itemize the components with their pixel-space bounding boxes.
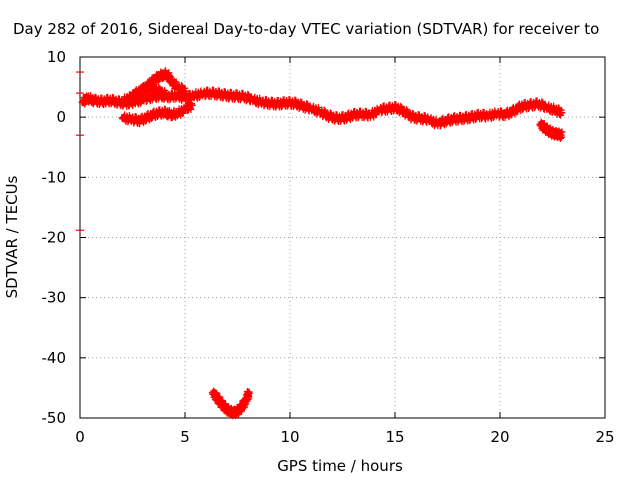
data-point xyxy=(557,109,565,117)
y-tick-label: -40 xyxy=(42,349,67,367)
data-points xyxy=(76,67,566,420)
x-tick-label: 5 xyxy=(180,428,190,446)
x-tick-label: 15 xyxy=(385,428,404,446)
data-point xyxy=(190,87,206,102)
series-start-ticks xyxy=(76,71,84,231)
x-tick-label: 20 xyxy=(490,428,509,446)
data-point xyxy=(244,389,252,397)
y-tick-label: -20 xyxy=(42,229,67,247)
axis-ticks: 0 5 10 15 20 25 -50 -40 -30 -20 -10 0 10 xyxy=(42,48,615,446)
data-point xyxy=(557,131,565,139)
series-second-arc xyxy=(118,81,169,107)
y-tick-label: -10 xyxy=(42,168,67,186)
data-point xyxy=(136,81,152,98)
series-main-band xyxy=(78,86,566,130)
data-point xyxy=(181,87,189,95)
data-point xyxy=(350,107,366,122)
series-late-tail xyxy=(536,118,566,142)
chart-title: Day 282 of 2016, Sidereal Day-to-day VTE… xyxy=(13,20,599,38)
data-point xyxy=(187,101,195,109)
y-tick-label: -50 xyxy=(42,409,67,427)
data-point xyxy=(160,90,168,98)
y-tick-label: 10 xyxy=(47,48,66,66)
data-point xyxy=(484,107,500,122)
x-tick-label: 25 xyxy=(595,428,614,446)
x-tick-label: 0 xyxy=(75,428,85,446)
x-tick-label: 10 xyxy=(280,428,299,446)
data-point xyxy=(442,112,458,128)
y-axis-label: SDTVAR / TECUs xyxy=(3,175,21,298)
data-point xyxy=(182,99,196,115)
data-point xyxy=(467,108,484,124)
series-dip xyxy=(208,387,253,420)
x-axis-label: GPS time / hours xyxy=(277,457,403,475)
y-tick-label: -30 xyxy=(42,289,67,307)
series-lower-arc xyxy=(118,99,196,128)
y-tick-label: 0 xyxy=(56,108,66,126)
